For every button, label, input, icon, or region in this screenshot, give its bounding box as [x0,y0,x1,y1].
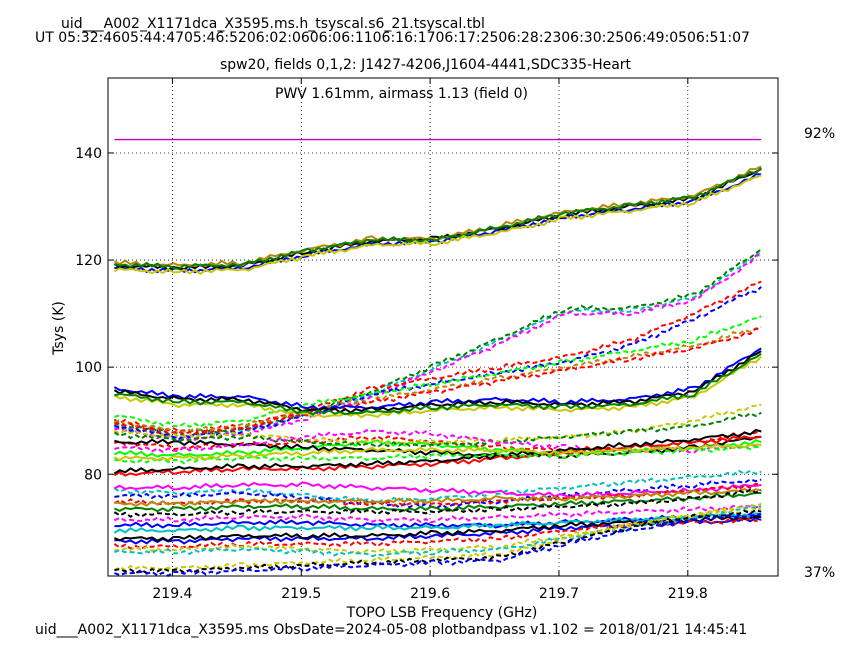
y-axis-label: Tsys (K) [51,301,67,356]
series-line [114,502,762,555]
pwv-annotation: PWV 1.61mm, airmass 1.13 (field 0) [275,86,528,102]
series-line [113,347,762,411]
y-tick-label: 80 [84,467,102,483]
series-line [114,435,762,460]
series-line [114,509,762,575]
ut-times: UT 05:32:4605:44:4705:46:5206:02:0606:06… [35,30,750,46]
series-line [113,280,762,433]
y-tick-label: 120 [75,253,102,269]
series-line [113,174,762,276]
chart-title: spw20, fields 0,1,2: J1427-4206,J1604-44… [220,57,632,73]
y-tick-label: 100 [75,360,102,376]
series-line [113,286,762,441]
x-tick-label: 219.8 [668,586,708,602]
transmission-top-label: 92% [804,126,835,142]
series-line [113,481,762,499]
series-line [114,488,762,508]
series-line [113,248,762,437]
series-line [113,507,762,572]
series-line [114,253,762,442]
series-line [113,435,762,477]
series-line [113,442,762,462]
x-axis-label: TOPO LSB Frequency (GHz) [346,605,538,621]
series-line [114,327,762,436]
transmission-bottom-label: 37% [804,565,835,581]
series-line [113,168,762,272]
series-line [113,355,762,419]
ticks: 219.4 219.5 219.6 219.7 219.8 80 100 120 140 [75,78,778,602]
series-line [113,488,762,518]
series-line [113,469,762,505]
series-line [114,352,762,416]
footer-caption: uid___A002_X1171dca_X3595.ms ObsDate=202… [35,622,748,638]
grid [108,78,778,576]
series-group [113,165,762,577]
table-name: uid___A002_X1171dca_X3595.ms.h_tsyscal.s… [61,16,485,32]
series-line [114,513,762,577]
x-tick-label: 219.7 [539,586,579,602]
x-tick-label: 219.6 [410,586,450,602]
series-line [113,428,762,475]
series-line [113,350,762,414]
series-line [114,167,762,271]
series-line [114,173,762,274]
series-line [114,326,762,434]
x-tick-label: 219.5 [281,586,321,602]
series-line [113,165,762,268]
series-line [113,411,762,449]
y-tick-label: 140 [75,146,102,162]
series-line [114,315,762,428]
x-tick-label: 219.4 [152,586,192,602]
plot-frame [107,77,779,577]
